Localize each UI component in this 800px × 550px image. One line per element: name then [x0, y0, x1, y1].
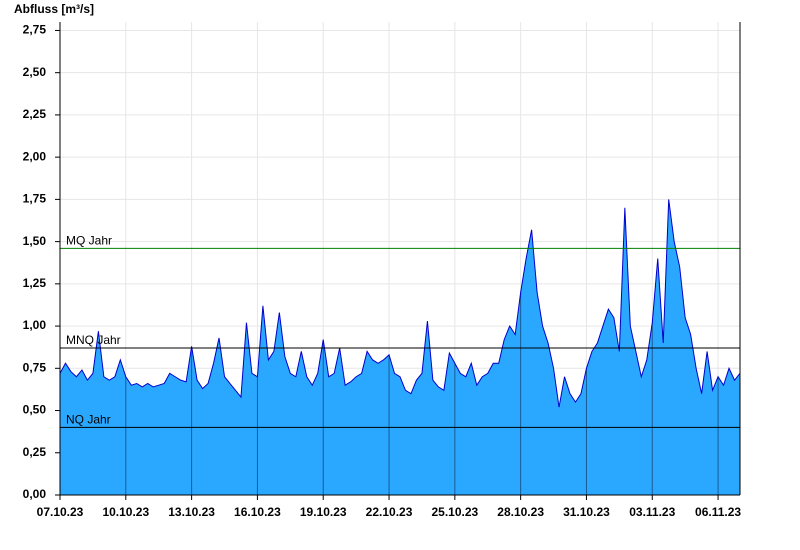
y-tick-label: 1,75 [23, 192, 47, 206]
area-fill [60, 199, 740, 495]
x-tick-label: 10.10.23 [102, 505, 149, 519]
y-tick-label: 1,25 [23, 276, 47, 290]
y-tick-label: 2,50 [23, 65, 47, 79]
y-tick-label: 1,50 [23, 234, 47, 248]
x-tick-label: 16.10.23 [234, 505, 281, 519]
y-tick-label: 0,00 [23, 487, 47, 501]
y-tick-label: 0,50 [23, 403, 47, 417]
chart-title: Abfluss [m³/s] [14, 2, 94, 16]
y-tick-label: 0,75 [23, 360, 47, 374]
x-tick-label: 28.10.23 [497, 505, 544, 519]
reference-label: NQ Jahr [66, 413, 111, 427]
x-tick-label: 31.10.23 [563, 505, 610, 519]
y-tick-label: 2,75 [23, 23, 47, 37]
y-tick-label: 1,00 [23, 318, 47, 332]
x-tick-label: 19.10.23 [300, 505, 347, 519]
y-tick-label: 2,25 [23, 107, 47, 121]
reference-label: MNQ Jahr [66, 333, 121, 347]
y-tick-label: 0,25 [23, 445, 47, 459]
y-tick-label: 2,00 [23, 149, 47, 163]
x-tick-label: 25.10.23 [431, 505, 478, 519]
x-tick-label: 07.10.23 [37, 505, 84, 519]
area-line [59, 199, 741, 408]
x-tick-label: 06.11.23 [695, 505, 741, 519]
x-tick-label: 22.10.23 [366, 505, 413, 519]
reference-label: MQ Jahr [66, 234, 112, 248]
x-tick-label: 03.11.23 [629, 505, 675, 519]
x-tick-label: 13.10.23 [168, 505, 215, 519]
